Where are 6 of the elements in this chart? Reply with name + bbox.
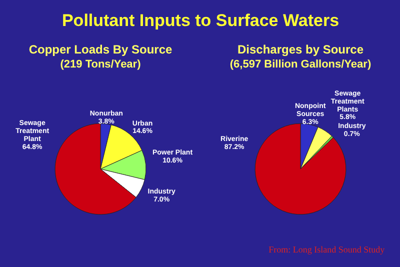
- chart-subtitle: (219 Tons/Year): [60, 58, 142, 70]
- chart-title: Copper Loads By Source: [28, 42, 173, 56]
- chart-title: Discharges by Source: [237, 42, 364, 56]
- chart-subtitle: (6,597 Billion Gallons/Year): [230, 58, 372, 70]
- text: Pollutant Inputs to Surface Waters: [62, 11, 340, 30]
- text: From: Long Island Sound Study: [268, 244, 386, 255]
